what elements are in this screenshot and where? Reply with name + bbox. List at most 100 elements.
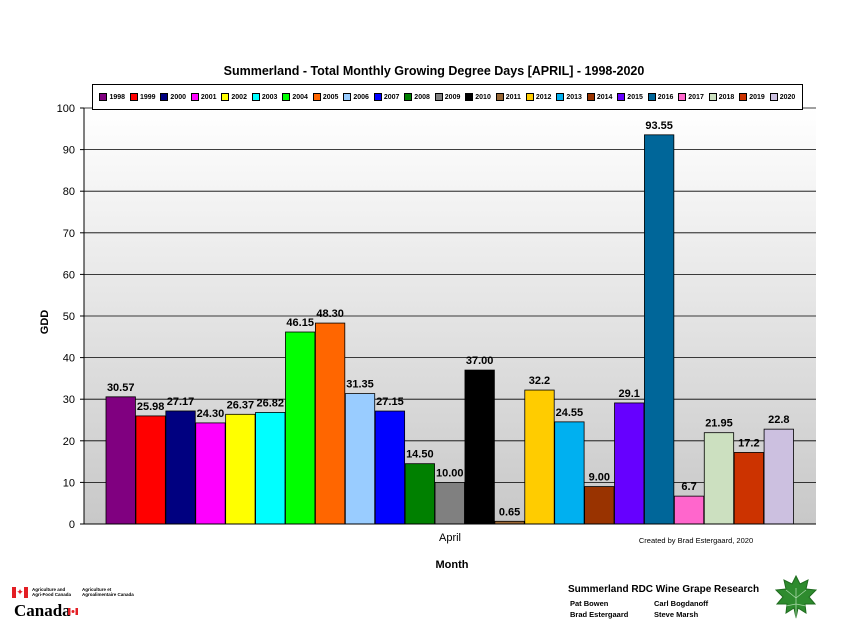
legend-swatch [312,93,321,101]
data-label-1999: 25.98 [137,401,165,413]
legend-item-2020: 2020 [769,93,796,101]
data-label-2010: 37.00 [466,355,494,367]
bar-2008 [404,463,435,525]
legend-label: 2010 [475,93,491,101]
legend-label: 2000 [170,93,186,101]
data-label-2014: 9.00 [589,472,610,484]
bar-2003 [255,412,286,525]
legend-label: 2019 [749,93,765,101]
legend-item-2018: 2018 [708,93,735,101]
legend-item-2016: 2016 [647,93,674,101]
legend-item-2013: 2013 [556,93,582,101]
legend-label: 2020 [779,93,796,101]
y-tick-label: 100 [57,103,75,115]
y-tick-label: 40 [63,353,75,365]
legend-item-2010: 2010 [465,93,491,101]
y-axis-ticks: 0 10 20 30 40 50 60 70 80 90 100 [57,103,84,531]
legend-label: 2016 [657,93,674,101]
credit-name: Carl Bogdanoff [654,599,709,608]
chart-legend: 1998 1999 2000 2001 2002 2003 2004 2005 2006 2007… [92,84,803,110]
bar-2009 [434,481,465,525]
legend-label: 2018 [718,93,735,101]
bar-2017 [673,495,705,525]
legend-label: 2008 [414,93,430,101]
legend-item-2008: 2008 [404,93,430,101]
data-label-2003: 26.82 [257,397,285,409]
legend-item-2004: 2004 [282,93,308,101]
research-credits: Summerland RDC Wine Grape Research Pat B… [568,574,838,624]
legend-swatch [617,93,626,101]
data-label-2007: 27.15 [376,396,404,408]
y-tick-label: 70 [63,228,75,240]
y-tick-label: 50 [63,311,75,323]
legend-label: 2001 [200,93,217,101]
bar-2016 [644,134,675,525]
legend-label: 1999 [139,93,156,101]
data-label-2005: 48.30 [316,308,344,320]
legend-item-2003: 2003 [251,93,277,101]
y-tick-label: 80 [63,186,75,198]
legend-label: 2014 [596,93,613,101]
data-label-2019: 17.2 [738,437,759,449]
credit-name: Steve Marsh [654,610,699,619]
legend-swatch [99,93,108,101]
bar-2015 [614,402,645,525]
bar-1999 [135,415,166,525]
legend-swatch [495,93,504,101]
bar-2002 [225,413,256,525]
x-axis-label: Month [436,559,469,571]
legend-item-2000: 2000 [160,93,186,101]
legend-item-2017: 2017 [678,93,704,101]
data-label-2012: 32.2 [529,375,550,387]
legend-item-2005: 2005 [312,93,338,101]
bar-2005 [314,322,346,525]
legend-item-2009: 2009 [434,93,461,101]
legend-label: 2006 [353,93,369,101]
data-label-2017: 6.7 [681,481,696,493]
legend-label: 2017 [688,93,704,101]
legend-swatch [404,93,413,101]
legend-item-2015: 2015 [617,93,643,101]
data-label-2004: 46.15 [286,317,314,329]
grape-leaf-icon [774,574,818,619]
bar-2019 [733,452,764,525]
credit-annotation: Created by Brad Estergaard, 2020 [639,536,753,545]
bar-2018 [703,432,735,525]
bar-2007 [374,410,406,525]
bar-2004 [285,331,316,525]
legend-swatch [586,93,595,101]
bar-2000 [165,410,196,525]
canada-flag-icon: ✦ [12,587,28,598]
legend-swatch [251,93,260,101]
data-label-2006: 31.35 [346,379,374,391]
legend-label: 2009 [444,93,461,101]
legend-swatch [190,93,199,101]
data-label-2015: 29.1 [619,388,640,400]
legend-swatch [221,93,230,101]
data-label-2020: 22.8 [768,414,789,426]
bar-2006 [344,393,376,525]
legend-label: 2015 [627,93,643,101]
legend-item-2012: 2012 [525,93,551,101]
x-tick-label: April [439,532,461,544]
data-label-2016: 93.55 [645,120,673,132]
data-label-2001: 24.30 [197,408,225,420]
bars [105,134,794,525]
org-title: Summerland RDC Wine Grape Research [568,584,760,595]
credit-name: Pat Bowen [570,599,609,608]
legend-item-2007: 2007 [373,93,399,101]
y-tick-label: 30 [63,394,75,406]
agency-name-fr: Agriculture et Agroalimentaire Canada [82,587,134,597]
y-tick-label: 90 [63,145,75,157]
data-label-2013: 24.55 [556,407,584,419]
legend-item-2011: 2011 [495,93,521,101]
data-label-2008: 14.50 [406,449,434,461]
legend-swatch [647,93,656,101]
canada-wordmark: Canada [14,601,71,620]
data-label-2018: 21.95 [705,418,733,430]
aafc-logo: ✦ Agriculture and Agri-Food Canada Agric… [12,586,172,622]
legend-item-1998: 1998 [99,93,125,101]
data-label-2000: 27.17 [167,396,195,408]
